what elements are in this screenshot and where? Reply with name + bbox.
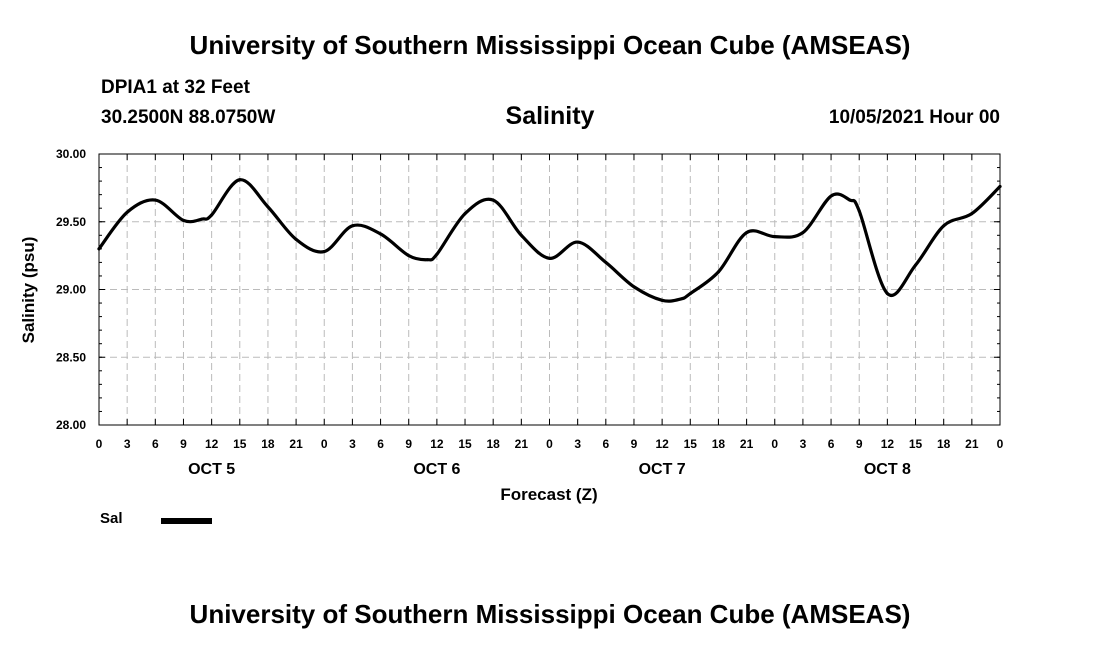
y-tick-label: 28.50 <box>56 350 86 364</box>
x-tick-label: 9 <box>856 437 863 451</box>
x-tick-label: 12 <box>881 437 895 451</box>
x-tick-label: 15 <box>233 437 247 451</box>
x-tick-label: 18 <box>712 437 726 451</box>
y-tick-label: 28.00 <box>56 418 86 432</box>
x-tick-label: 21 <box>740 437 754 451</box>
y-tick-label: 29.50 <box>56 215 86 229</box>
x-tick-label: 3 <box>349 437 356 451</box>
data-point <box>210 213 214 217</box>
data-point <box>435 252 439 256</box>
x-tick-label: 3 <box>124 437 131 451</box>
data-point <box>970 212 974 216</box>
day-label: OCT 6 <box>413 461 460 478</box>
x-tick-label: 15 <box>458 437 472 451</box>
data-point <box>266 205 270 209</box>
x-tick-label: 0 <box>96 437 103 451</box>
x-tick-label: 6 <box>828 437 835 451</box>
forecast-date: 10/05/2021 Hour 00 <box>828 107 1000 128</box>
legend-swatch <box>161 518 212 524</box>
data-point <box>294 237 298 241</box>
x-tick-label: 18 <box>487 437 501 451</box>
x-tick-label: 18 <box>261 437 275 451</box>
x-tick-label: 12 <box>430 437 444 451</box>
day-label: OCT 7 <box>639 461 686 478</box>
data-point <box>848 198 852 202</box>
x-tick-label: 0 <box>546 437 553 451</box>
data-point <box>548 256 551 260</box>
x-tick-label: 15 <box>684 437 698 451</box>
data-point <box>716 270 720 274</box>
x-tick-label: 12 <box>655 437 669 451</box>
page-title: University of Southern Mississippi Ocean… <box>189 30 911 60</box>
data-point <box>491 198 495 202</box>
data-point <box>200 217 204 221</box>
data-point <box>322 250 326 254</box>
data-point <box>604 260 608 264</box>
x-tick-label: 9 <box>180 437 187 451</box>
legend-label: Sal <box>100 510 123 527</box>
station-label: DPIA1 at 32 Feet <box>101 77 250 98</box>
data-point <box>181 218 185 222</box>
y-tick-label: 29.00 <box>56 283 86 297</box>
data-point <box>885 292 889 296</box>
day-label: OCT 5 <box>188 461 235 478</box>
plot-frame <box>98 153 1001 426</box>
data-point <box>125 210 129 214</box>
y-axis-label: Salinity (psu) <box>19 237 38 344</box>
x-tick-label: 21 <box>289 437 303 451</box>
data-point <box>688 292 692 296</box>
data-point <box>576 240 580 244</box>
x-tick-label: 6 <box>602 437 609 451</box>
data-points <box>97 178 1002 302</box>
data-point <box>942 224 946 228</box>
coordinates-label: 30.2500N 88.0750W <box>101 107 276 128</box>
x-tick-label: 0 <box>771 437 778 451</box>
data-point <box>679 297 683 301</box>
x-tick-label: 0 <box>997 437 1004 451</box>
x-tick-labels: 0 3 6 9 12 15 18 21 0 3 6 9 12 15 18 21 0 3 6 9 12 15 18 21 0 3 6 9… <box>96 437 1004 451</box>
x-tick-label: 15 <box>909 437 923 451</box>
x-tick-label: 12 <box>205 437 219 451</box>
x-axis-label: Forecast (Z) <box>500 485 597 504</box>
data-point <box>379 232 383 236</box>
data-point <box>857 209 861 213</box>
data-point <box>238 178 242 182</box>
x-tick-label: 9 <box>631 437 638 451</box>
data-point <box>632 285 636 289</box>
grid-lines <box>99 154 1000 425</box>
x-tick-label: 3 <box>800 437 807 451</box>
chart-title: Salinity <box>505 102 595 130</box>
y-tick-label: 30.00 <box>56 147 86 161</box>
x-tick-label: 21 <box>515 437 529 451</box>
data-point <box>97 247 101 251</box>
data-point <box>745 231 749 235</box>
x-tick-label: 9 <box>405 437 412 451</box>
data-point <box>998 185 1002 189</box>
data-point <box>463 212 467 216</box>
footer-title: University of Southern Mississippi Ocean… <box>189 599 911 629</box>
data-point <box>660 298 664 302</box>
data-point <box>914 263 918 267</box>
x-tick-label: 21 <box>965 437 979 451</box>
data-point <box>425 258 429 262</box>
day-label: OCT 8 <box>864 461 911 478</box>
data-point <box>773 235 777 239</box>
data-point <box>153 198 157 202</box>
data-point <box>407 254 411 258</box>
data-point <box>350 224 354 228</box>
data-point <box>829 194 833 198</box>
x-tick-label: 6 <box>152 437 159 451</box>
x-tick-label: 3 <box>574 437 581 451</box>
data-point <box>519 233 523 237</box>
data-point <box>801 231 805 235</box>
x-tick-label: 6 <box>377 437 384 451</box>
x-tick-label: 0 <box>321 437 328 451</box>
day-labels: OCT 5 OCT 6 OCT 7 OCT 8 <box>188 461 911 478</box>
y-tick-labels: 28.00 28.50 29.00 29.50 30.00 <box>56 147 86 432</box>
x-tick-label: 18 <box>937 437 951 451</box>
salinity-series-line <box>97 178 1002 303</box>
